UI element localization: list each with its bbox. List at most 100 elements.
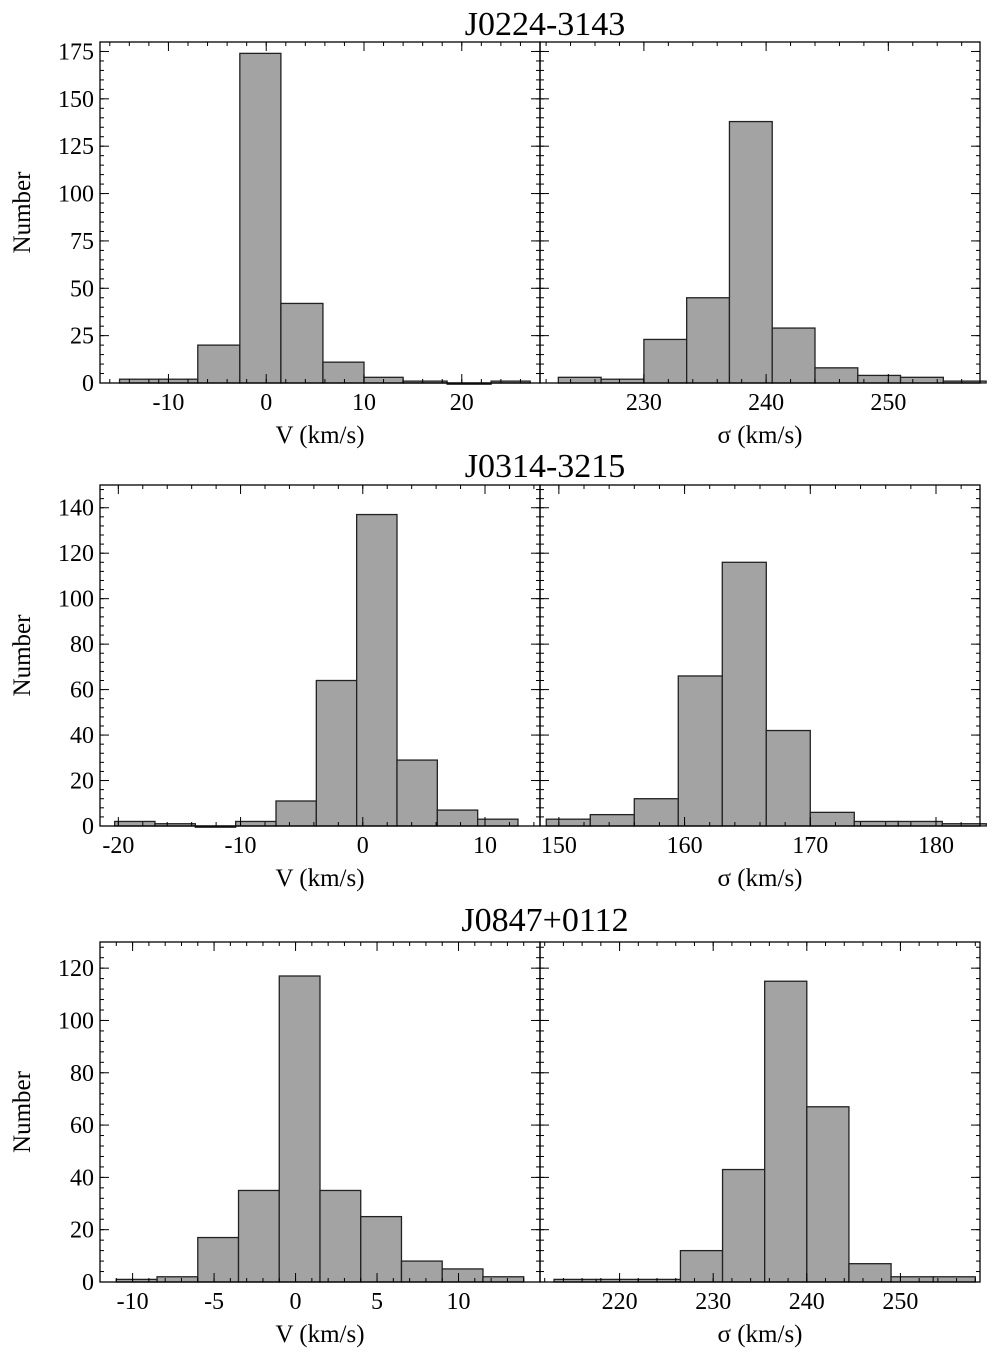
x-axis-label: V (km/s) — [275, 865, 364, 892]
histogram-bar — [809, 811, 855, 827]
panel-1: 0 20 40 60 80 100 120 -10 -5 0 5 10 V (km/s) — [58, 941, 541, 1348]
histogram-bar — [315, 679, 358, 827]
histogram-bar — [319, 1189, 362, 1283]
y-axis-label: Number — [9, 1070, 36, 1153]
y-tick-label: 0 — [82, 814, 94, 840]
histogram-bar — [643, 338, 688, 384]
x-axis-label: σ (km/s) — [718, 865, 803, 892]
x-tick-label: 240 — [748, 390, 784, 416]
plot-frame — [539, 941, 981, 1283]
y-tick-label: 125 — [58, 134, 94, 160]
panel-2: 150 160 170 180 σ (km/s) — [539, 484, 987, 892]
histogram-bar — [764, 980, 808, 1283]
histogram-bar — [156, 1276, 199, 1283]
y-tick-label: 100 — [58, 587, 94, 613]
x-tick-label: 0 — [260, 390, 272, 416]
y-tick-label: 60 — [70, 678, 94, 704]
y-tick-label: 50 — [70, 276, 94, 302]
x-tick-label: 10 — [352, 390, 376, 416]
histogram-bar — [633, 798, 679, 827]
chart-group-1: J0224-3143 Number 0 25 50 75 100 125 150 175 -10 0 1… — [9, 6, 987, 449]
x-tick-label: 170 — [792, 833, 828, 859]
x-axis-label: σ (km/s) — [718, 422, 803, 449]
x-tick-label: 0 — [290, 1289, 302, 1315]
y-tick-label: 60 — [70, 1113, 94, 1139]
y-tick-label: 100 — [58, 182, 94, 208]
histogram-bar — [721, 561, 767, 827]
x-tick-label: -10 — [152, 390, 184, 416]
y-tick-label: 120 — [58, 956, 94, 982]
histogram-bar — [721, 1168, 766, 1283]
x-tick-label: -20 — [102, 833, 134, 859]
histogram-bar — [932, 1276, 976, 1283]
y-tick-label: 175 — [58, 39, 94, 65]
panel-2: 220 230 240 250 σ (km/s) — [539, 941, 981, 1348]
chart-title: J0224-3143 — [465, 6, 626, 43]
y-tick-label: 0 — [82, 371, 94, 397]
histogram-bar — [765, 729, 811, 827]
histogram-bar — [814, 367, 859, 384]
histogram-bar — [477, 818, 519, 827]
histogram-bar — [806, 1106, 850, 1283]
histogram-bar — [890, 1276, 934, 1283]
x-tick-label: -5 — [204, 1289, 224, 1315]
x-tick-label: 230 — [626, 390, 662, 416]
histogram-bar — [436, 809, 479, 827]
histogram-bar — [237, 1189, 280, 1283]
x-tick-label: 220 — [602, 1289, 638, 1315]
y-axis-label: Number — [9, 614, 36, 697]
x-tick-label: 10 — [447, 1289, 471, 1315]
y-tick-label: 100 — [58, 1008, 94, 1034]
y-tick-label: 20 — [70, 769, 94, 795]
histogram-bar — [482, 1276, 525, 1283]
histogram-bar — [197, 1236, 240, 1283]
histogram-bar — [356, 513, 398, 827]
y-tick-label: 40 — [70, 1165, 94, 1191]
histogram-bar — [848, 1263, 892, 1283]
x-axis-label: V (km/s) — [275, 1321, 364, 1348]
x-tick-label: 150 — [541, 833, 577, 859]
x-tick-label: 230 — [695, 1289, 731, 1315]
histogram-bar — [360, 1215, 403, 1283]
panel-1: 0 20 40 60 80 100 120 140 -20 -10 0 10 V (km/s) — [58, 484, 541, 892]
chart-title: J0847+0112 — [461, 902, 628, 939]
histogram-bar — [686, 297, 731, 384]
histogram-bar — [114, 820, 156, 827]
histogram-bar — [677, 675, 723, 827]
x-tick-label: 250 — [882, 1289, 918, 1315]
x-tick-label: 250 — [870, 390, 906, 416]
x-tick-label: 180 — [918, 833, 954, 859]
x-tick-label: -10 — [225, 833, 257, 859]
panel-2: 230 240 250 σ (km/s) — [539, 41, 987, 449]
y-axis-label: Number — [9, 171, 36, 254]
x-tick-label: 0 — [357, 833, 369, 859]
x-tick-label: 20 — [450, 390, 474, 416]
histogram-bar — [771, 327, 816, 384]
y-tick-label: 25 — [70, 324, 94, 350]
x-tick-label: 240 — [789, 1289, 825, 1315]
y-tick-label: 80 — [70, 1061, 94, 1087]
histogram-bar — [278, 975, 321, 1283]
histogram-bar — [400, 1260, 443, 1283]
y-tick-label: 75 — [70, 229, 94, 255]
histogram-bar — [589, 813, 635, 827]
y-tick-label: 20 — [70, 1218, 94, 1244]
chart-title: J0314-3215 — [465, 448, 626, 485]
x-tick-label: -10 — [117, 1289, 149, 1315]
histogram-bar — [197, 344, 241, 384]
y-tick-label: 140 — [58, 496, 94, 522]
x-tick-label: 10 — [473, 833, 497, 859]
x-axis-label: V (km/s) — [275, 422, 364, 449]
histogram-bar — [322, 361, 365, 384]
y-tick-label: 40 — [70, 723, 94, 749]
histogram-bar — [679, 1249, 724, 1283]
x-tick-label: 5 — [371, 1289, 383, 1315]
y-tick-label: 80 — [70, 632, 94, 658]
x-tick-label: 160 — [667, 833, 703, 859]
y-tick-label: 0 — [82, 1270, 94, 1296]
chart-group-3: J0847+0112 Number 0 20 40 60 80 100 120 -10 -5 0 5 10… — [9, 902, 981, 1348]
histogram-bar — [275, 800, 317, 827]
histogram-bar — [728, 120, 773, 384]
